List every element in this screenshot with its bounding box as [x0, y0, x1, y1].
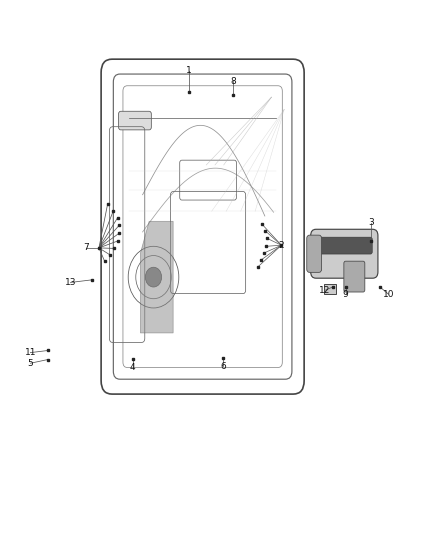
FancyBboxPatch shape — [311, 229, 378, 278]
Text: 6: 6 — [220, 362, 226, 371]
Text: 13: 13 — [65, 278, 76, 287]
Text: 10: 10 — [383, 289, 394, 298]
Circle shape — [145, 267, 162, 287]
Text: 2: 2 — [279, 241, 284, 250]
Polygon shape — [141, 221, 173, 333]
Text: 1: 1 — [187, 67, 192, 75]
Text: 11: 11 — [25, 348, 36, 357]
Bar — [324, 284, 336, 294]
Text: 4: 4 — [130, 363, 135, 372]
FancyBboxPatch shape — [307, 235, 321, 272]
Text: 8: 8 — [230, 77, 236, 86]
FancyBboxPatch shape — [344, 261, 365, 292]
Text: 5: 5 — [28, 359, 33, 368]
FancyBboxPatch shape — [119, 111, 151, 130]
Text: 12: 12 — [319, 286, 330, 295]
FancyBboxPatch shape — [316, 237, 372, 254]
Text: 7: 7 — [83, 244, 89, 253]
Text: 9: 9 — [343, 289, 349, 298]
Text: 3: 3 — [368, 219, 374, 228]
